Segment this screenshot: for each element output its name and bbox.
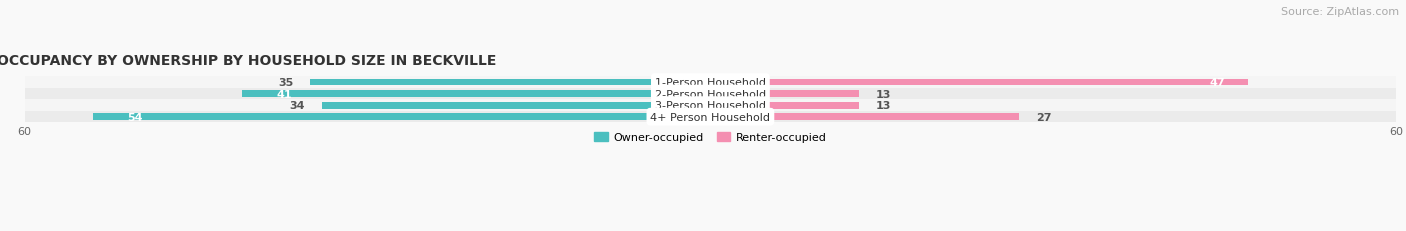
Legend: Owner-occupied, Renter-occupied: Owner-occupied, Renter-occupied [591,128,831,147]
Text: 1-Person Household: 1-Person Household [655,78,766,88]
Bar [311,79,710,86]
Bar [24,111,1396,123]
Bar [710,114,1019,121]
Text: 41: 41 [276,89,291,99]
Text: 35: 35 [278,78,294,88]
Text: 13: 13 [876,101,891,111]
Text: 27: 27 [1036,112,1052,122]
Bar [710,102,859,109]
Bar [93,114,710,121]
Text: OCCUPANCY BY OWNERSHIP BY HOUSEHOLD SIZE IN BECKVILLE: OCCUPANCY BY OWNERSHIP BY HOUSEHOLD SIZE… [0,54,496,68]
Text: 2-Person Household: 2-Person Household [655,89,766,99]
Bar [710,91,859,97]
Text: 34: 34 [290,101,305,111]
Bar [322,102,710,109]
Text: 54: 54 [128,112,143,122]
Text: 47: 47 [1209,78,1225,88]
Text: 4+ Person Household: 4+ Person Household [651,112,770,122]
Bar [710,79,1247,86]
Bar [242,91,710,97]
Bar [24,100,1396,111]
Text: 13: 13 [876,89,891,99]
Bar [24,77,1396,88]
Text: 3-Person Household: 3-Person Household [655,101,766,111]
Bar [24,88,1396,100]
Text: Source: ZipAtlas.com: Source: ZipAtlas.com [1281,7,1399,17]
